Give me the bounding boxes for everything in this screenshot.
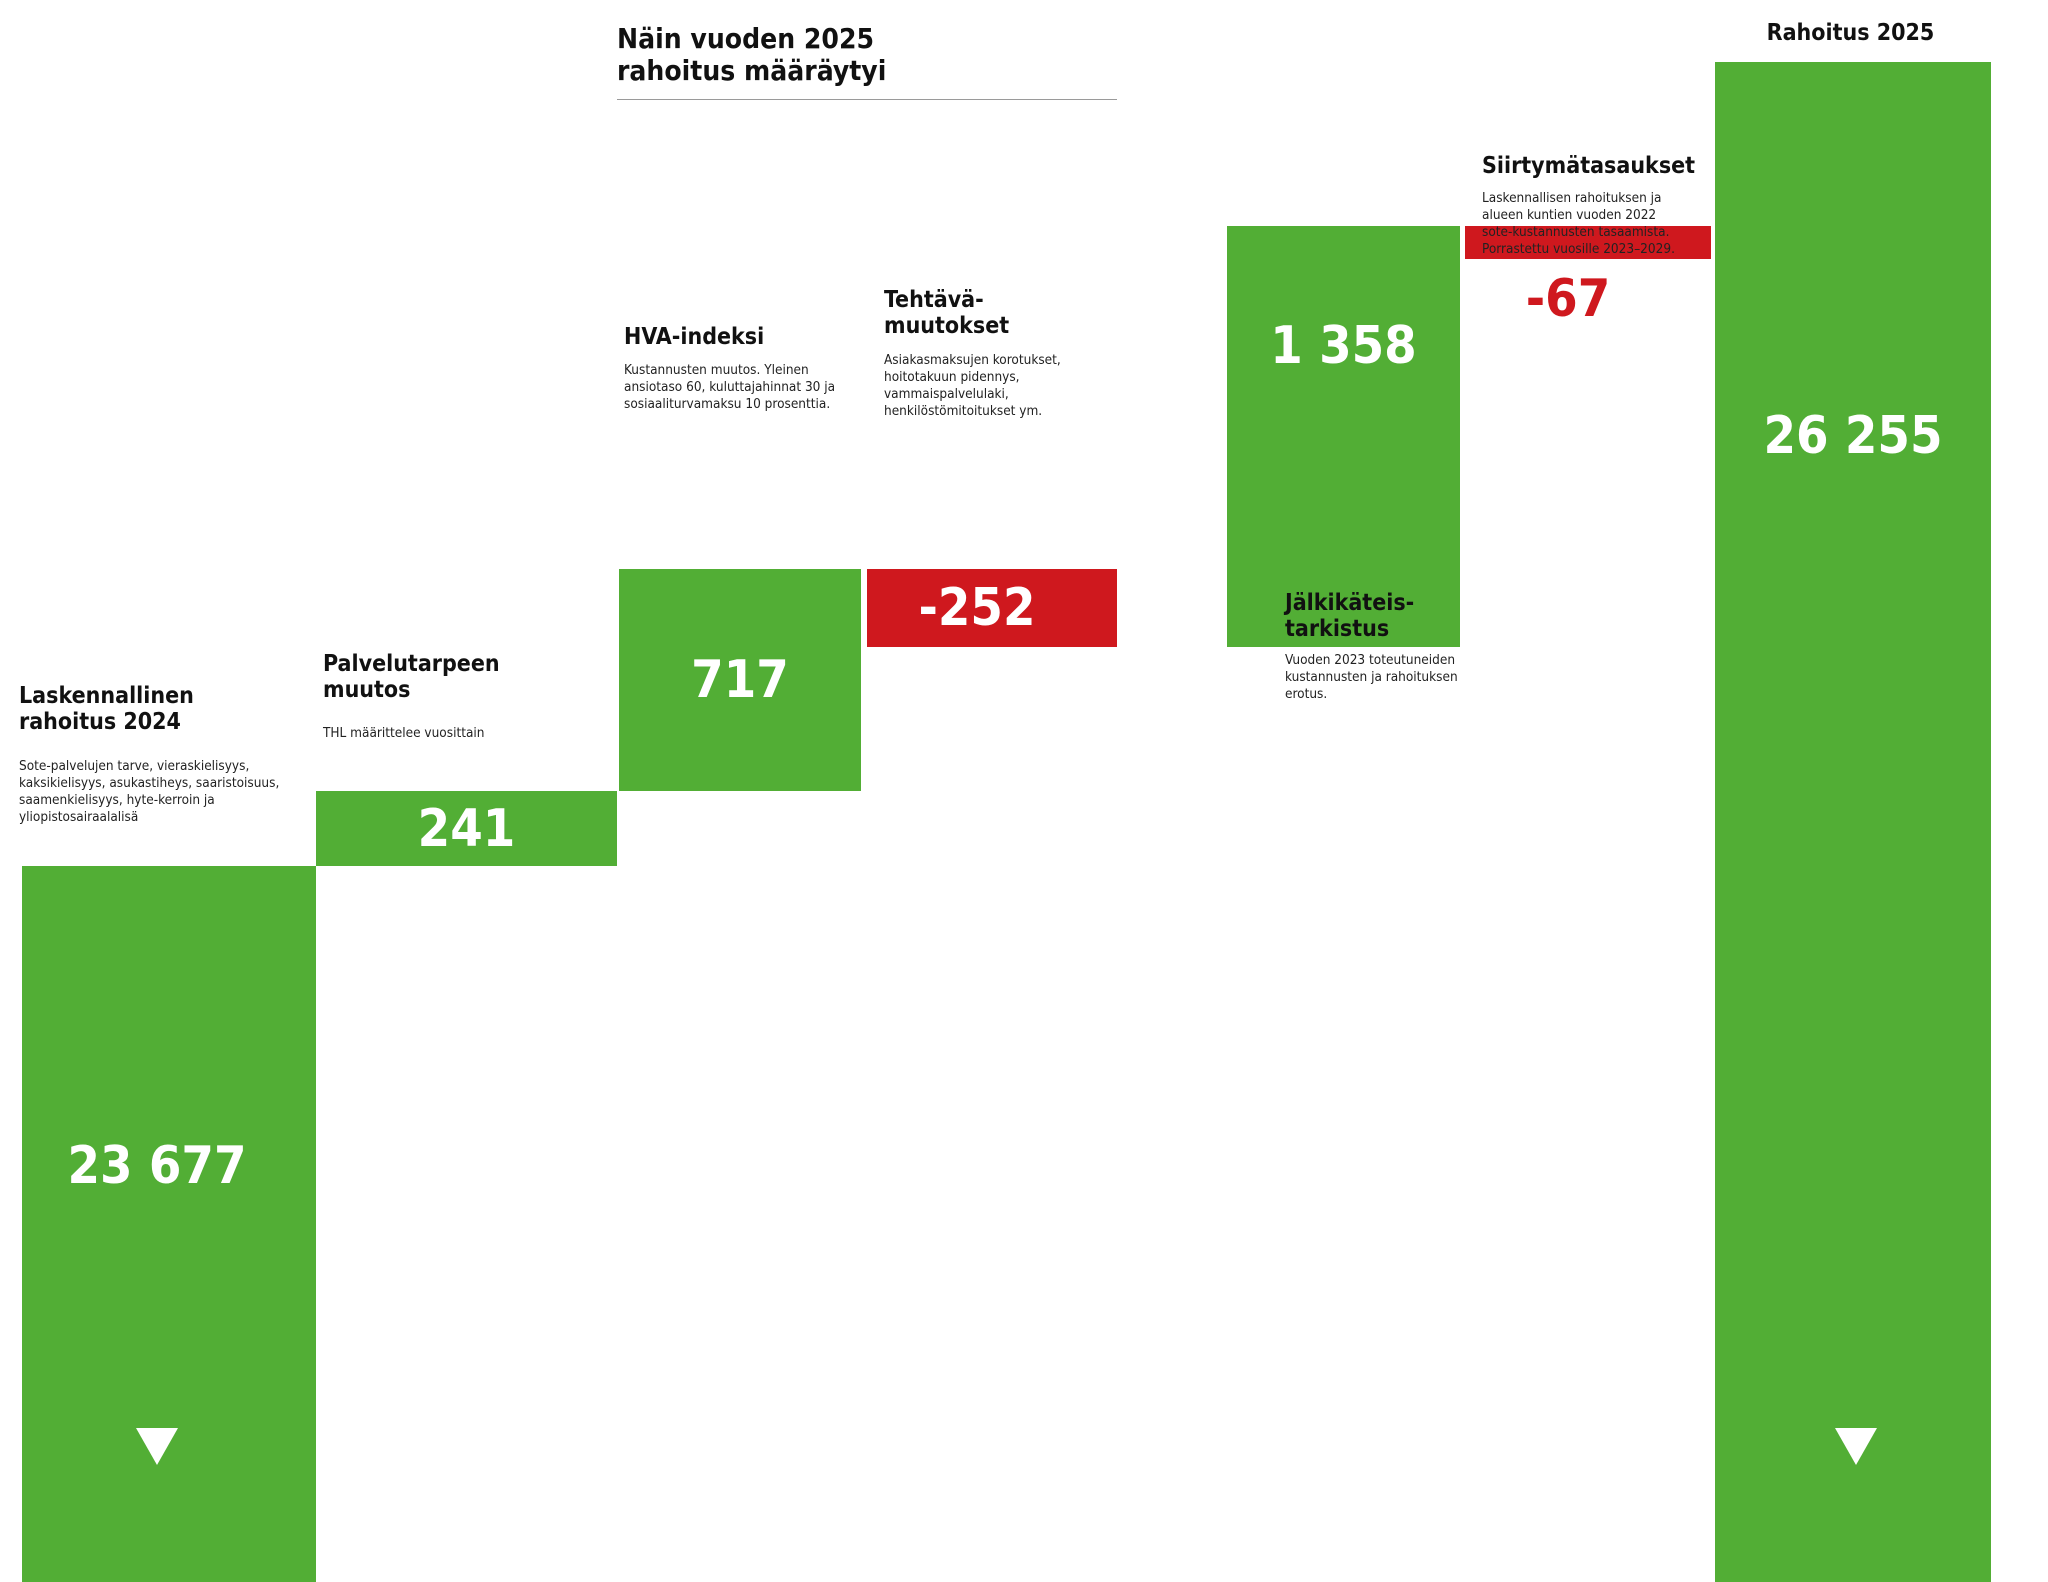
step-title-4: Tehtävä-muutokset — [884, 287, 1134, 339]
step-title-line: Siirtymätasaukset — [1482, 153, 1696, 179]
step-description-line: Vuoden 2023 toteutuneiden — [1285, 652, 1456, 668]
chart-heading-line2: rahoitus määräytyi — [617, 54, 887, 87]
heading-divider — [617, 99, 1117, 100]
step-description-line: henkilöstömitoitukset ym. — [884, 403, 1043, 419]
step-title-6: Siirtymätasaukset — [1482, 153, 1732, 179]
value-label-2: 241 — [417, 798, 516, 859]
step-description-6: Laskennallisen rahoituksen ja alueen kunt… — [1482, 190, 1722, 258]
value-label-5: 1 358 — [1270, 316, 1417, 377]
chart-heading-line1: Näin vuoden 2025 — [617, 22, 875, 55]
value-label-3: 717 — [691, 650, 789, 711]
step-description-line: Porrastettu vuosille 2023–2029. — [1482, 241, 1675, 257]
chart-bar-4 — [867, 569, 1117, 648]
chart-bar-3 — [619, 569, 861, 792]
chart-bar-5 — [1227, 226, 1460, 648]
chart-bar-7 — [1715, 62, 1991, 1582]
value-label-6: -67 — [1525, 269, 1611, 330]
step-description-2: THL määrittelee vuosittain — [323, 725, 613, 742]
step-title-line: Laskennallinen — [19, 683, 194, 709]
step-description-line: Kustannusten muutos. Yleinen — [624, 362, 809, 378]
value-label-4: -252 — [918, 578, 1036, 639]
step-description-3: Kustannusten muutos. Yleinen ansiotaso 60… — [624, 362, 864, 413]
step-title-line: rahoitus 2024 — [19, 709, 181, 735]
step-description-4: Asiakasmaksujen korotukset, hoitotakuun p… — [884, 352, 1124, 420]
step-description-1: Sote-palvelujen tarve, vieraskielisyys, k… — [19, 758, 309, 826]
step-description-line: vammaispalvelulaki, — [884, 386, 1009, 402]
step-title-3: HVA-indeksi — [624, 324, 874, 350]
step-description-line: Asiakasmaksujen korotukset, — [884, 352, 1061, 368]
step-title-line: muutokset — [884, 313, 1010, 339]
step-description-line: THL määrittelee vuosittain — [323, 725, 485, 741]
step-title-line: Palvelutarpeen — [323, 651, 500, 677]
step-description-line: Sote-palvelujen tarve, vieraskielisyys, — [19, 758, 250, 774]
step-title-2: Palvelutarpeen muutos — [323, 651, 573, 703]
value-label-1: 23 677 — [67, 1136, 247, 1196]
step-description-line: saamenkielisyys, hyte-kerroin ja — [19, 792, 215, 808]
step-title-line: tarkistus — [1285, 616, 1390, 642]
down-arrow-icon — [136, 1428, 178, 1465]
step-description-line: alueen kuntien vuoden 2022 — [1482, 207, 1657, 223]
step-description-line: erotus. — [1285, 686, 1328, 702]
step-description-line: kustannusten ja rahoituksen — [1285, 669, 1458, 685]
step-description-line: hoitotakuun pidennys, — [884, 369, 1020, 385]
final-total-label: Rahoitus 2025 — [1766, 20, 1935, 46]
chart-bar-2 — [316, 791, 617, 866]
chart-bar-1 — [22, 866, 316, 1582]
step-title-line: HVA-indeksi — [624, 324, 765, 350]
step-description-line: ansiotaso 60, kuluttajahinnat 30 ja — [624, 379, 836, 395]
chart-bar-6 — [1465, 226, 1711, 260]
step-title-line: Tehtävä- — [884, 287, 984, 313]
step-title-line: Jälkikäteis- — [1285, 590, 1415, 616]
step-description-line: sosiaaliturvamaksu 10 prosenttia. — [624, 396, 831, 412]
step-description-5: Vuoden 2023 toteutuneiden kustannusten ja… — [1285, 652, 1525, 703]
step-title-1: Laskennallinen rahoitus 2024 — [19, 683, 269, 735]
step-title-line: muutos — [323, 677, 411, 703]
value-label-7: 26 255 — [1763, 406, 1943, 466]
step-description-line: sote-kustannusten tasaamista. — [1482, 224, 1670, 240]
step-description-line: Laskennallisen rahoituksen ja — [1482, 190, 1662, 206]
step-description-line: kaksikielisyys, asukastiheys, saaristois… — [19, 775, 280, 791]
chart-heading: Näin vuoden 2025 rahoitus määräytyi — [617, 23, 1117, 87]
step-description-line: yliopistosairaalalisä — [19, 809, 139, 825]
down-arrow-icon — [1835, 1428, 1877, 1465]
step-title-5: Jälkikäteis-tarkistus — [1285, 590, 1535, 642]
